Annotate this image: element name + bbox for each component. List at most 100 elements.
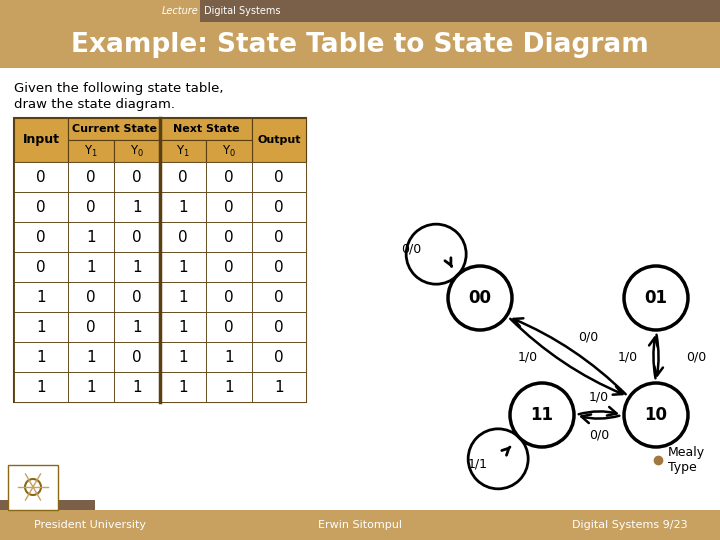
Bar (14, 118, 68, 162)
Text: 1: 1 (36, 349, 46, 364)
Text: 0: 0 (132, 230, 142, 245)
Bar (252, 372, 306, 402)
Bar (114, 282, 160, 312)
Bar (114, 192, 160, 222)
Bar (68, 140, 114, 162)
Bar (14, 192, 68, 222)
Text: 1: 1 (178, 289, 188, 305)
Text: 1/0: 1/0 (589, 390, 609, 403)
Text: Example: State Table to State Diagram: Example: State Table to State Diagram (71, 32, 649, 58)
Text: 0: 0 (274, 170, 284, 185)
Text: 1: 1 (86, 349, 96, 364)
Text: 1: 1 (132, 260, 142, 274)
Bar (0, 0, 720, 22)
Text: Given the following state table,: Given the following state table, (14, 82, 223, 95)
Text: 0: 0 (86, 289, 96, 305)
Bar (114, 312, 160, 342)
Bar (68, 282, 114, 312)
Bar (14, 162, 68, 192)
Text: Next State: Next State (173, 124, 239, 134)
Text: 0: 0 (178, 230, 188, 245)
Bar (160, 118, 252, 140)
Text: 10: 10 (644, 406, 667, 424)
Bar (252, 312, 306, 342)
Bar (206, 282, 252, 312)
Text: 1/0: 1/0 (618, 350, 638, 363)
Bar (68, 222, 114, 252)
Bar (206, 140, 252, 162)
Text: 0: 0 (36, 230, 46, 245)
Text: 00: 00 (469, 289, 492, 307)
Text: Mealy
Type: Mealy Type (668, 446, 705, 474)
Text: 0: 0 (274, 199, 284, 214)
Bar (14, 342, 68, 372)
Bar (114, 342, 160, 372)
Bar (206, 342, 252, 372)
Bar (68, 162, 114, 192)
Text: 0: 0 (224, 289, 234, 305)
Bar (68, 312, 114, 342)
Text: 0: 0 (86, 170, 96, 185)
Text: 0/0: 0/0 (589, 429, 609, 442)
Bar (14, 282, 68, 312)
Text: 1: 1 (132, 380, 142, 395)
Circle shape (624, 383, 688, 447)
Circle shape (448, 266, 512, 330)
Bar (252, 342, 306, 372)
Text: 0: 0 (132, 349, 142, 364)
Bar (252, 222, 306, 252)
Text: draw the state diagram.: draw the state diagram. (14, 98, 175, 111)
Bar (68, 252, 114, 282)
Bar (252, 118, 306, 162)
Text: 1: 1 (274, 380, 284, 395)
Bar (68, 118, 160, 140)
Text: Current State: Current State (71, 124, 156, 134)
Text: 0: 0 (224, 230, 234, 245)
Text: 0: 0 (36, 170, 46, 185)
Text: 1/0: 1/0 (518, 350, 538, 363)
Text: 1: 1 (86, 230, 96, 245)
Bar (68, 192, 114, 222)
Bar (14, 312, 68, 342)
Bar (114, 372, 160, 402)
Text: 0: 0 (224, 199, 234, 214)
Bar (68, 342, 114, 372)
Text: Digital Systems 9/23: Digital Systems 9/23 (572, 520, 688, 530)
Text: 11: 11 (531, 406, 554, 424)
Text: Erwin Sitompul: Erwin Sitompul (318, 520, 402, 530)
Text: 01: 01 (644, 289, 667, 307)
Bar (0, 510, 720, 540)
Circle shape (510, 383, 574, 447)
Text: 0: 0 (224, 170, 234, 185)
Bar (206, 312, 252, 342)
Bar (252, 162, 306, 192)
Text: 1: 1 (132, 199, 142, 214)
Text: 0: 0 (274, 349, 284, 364)
Bar (252, 282, 306, 312)
Text: 0/0: 0/0 (686, 350, 706, 363)
Bar (160, 162, 206, 192)
Bar (68, 372, 114, 402)
Text: 1: 1 (36, 320, 46, 334)
Bar (14, 372, 68, 402)
Text: 0/0: 0/0 (578, 330, 598, 343)
Bar (252, 252, 306, 282)
Text: Digital Systems: Digital Systems (204, 6, 281, 16)
Bar (206, 192, 252, 222)
Bar (160, 282, 206, 312)
Bar (14, 252, 68, 282)
Text: 0: 0 (224, 320, 234, 334)
Circle shape (624, 266, 688, 330)
Text: 1: 1 (224, 349, 234, 364)
Text: 1/1: 1/1 (468, 457, 488, 470)
Bar (114, 252, 160, 282)
Bar (160, 312, 206, 342)
Text: 0: 0 (274, 320, 284, 334)
Bar (252, 192, 306, 222)
Bar (0, 500, 95, 510)
Bar (114, 140, 160, 162)
Text: 1: 1 (178, 320, 188, 334)
Text: Y$_0$: Y$_0$ (222, 144, 236, 159)
Bar (200, 0, 720, 22)
Text: 0: 0 (36, 260, 46, 274)
